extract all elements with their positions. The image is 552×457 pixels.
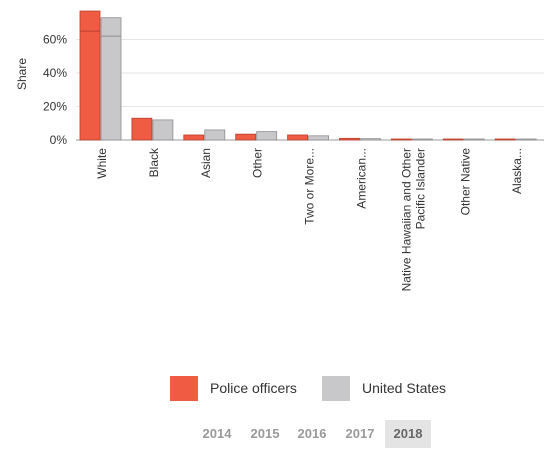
x-tick-label-line: Other bbox=[251, 148, 265, 178]
y-tick-label: 20% bbox=[43, 100, 67, 114]
bar-police-officers-6[interactable] bbox=[390, 138, 412, 141]
x-tick-label-line: Two or More... bbox=[303, 148, 317, 225]
year-button-2017[interactable]: 2017 bbox=[345, 426, 375, 441]
year-button-2014[interactable]: 2014 bbox=[202, 426, 232, 441]
x-tick-label: Other bbox=[251, 148, 265, 178]
bar-police-officers-5[interactable] bbox=[339, 137, 360, 141]
legend-label-police-officers: Police officers bbox=[210, 380, 297, 396]
x-tick-label-line: Alaska... bbox=[510, 148, 524, 194]
bar-united-states-0[interactable] bbox=[100, 17, 122, 141]
y-tick-label: 0% bbox=[50, 133, 68, 147]
x-tick-label: American... bbox=[355, 148, 369, 209]
y-tick-label: 40% bbox=[43, 66, 67, 80]
year-button-2015[interactable]: 2015 bbox=[250, 426, 280, 441]
x-tick-label-line: Black bbox=[147, 147, 161, 177]
x-tick-label-line: Asian bbox=[199, 148, 213, 178]
bar-police-officers-0[interactable] bbox=[79, 10, 101, 141]
x-tick-label: White bbox=[95, 148, 109, 179]
bar-police-officers-3[interactable] bbox=[235, 133, 257, 141]
y-tick-label: 60% bbox=[43, 33, 67, 47]
x-tick-label: Two or More... bbox=[303, 148, 317, 225]
x-tick-label: Alaska... bbox=[510, 148, 524, 194]
x-tick-label-line: Other Native bbox=[458, 148, 472, 216]
x-tick-label: Native Hawaiian and OtherPacific Islande… bbox=[399, 148, 427, 291]
bar-police-officers-8[interactable] bbox=[494, 138, 516, 141]
bar-united-states-4[interactable] bbox=[308, 135, 330, 141]
x-tick-label: Black bbox=[147, 147, 161, 177]
x-tick-label: Other Native bbox=[458, 148, 472, 216]
legend-label-united-states: United States bbox=[362, 380, 447, 396]
bar-police-officers-2[interactable] bbox=[183, 134, 205, 141]
legend-swatch-united-states bbox=[322, 376, 350, 401]
bar-united-states-3[interactable] bbox=[256, 131, 278, 141]
legend: Police officers United States bbox=[0, 373, 552, 403]
bar-united-states-5[interactable] bbox=[360, 138, 381, 141]
bar-united-states-1[interactable] bbox=[152, 119, 174, 141]
year-button-2016[interactable]: 2016 bbox=[297, 426, 327, 441]
year-button-2018[interactable]: 2018 bbox=[385, 420, 431, 448]
x-tick-label-line: Native Hawaiian and Other bbox=[399, 148, 413, 291]
chart-svg: 0% 20% 40% 60% Share White Black Asian Other Two … bbox=[15, 10, 544, 291]
bar-united-states-6[interactable] bbox=[411, 138, 433, 141]
x-tick-label-line: Pacific Islander bbox=[413, 148, 427, 229]
legend-swatch-police-officers bbox=[170, 376, 198, 401]
bar-united-states-7[interactable] bbox=[463, 138, 485, 141]
x-tick-label: Asian bbox=[199, 148, 213, 178]
x-tick-label-line: White bbox=[95, 148, 109, 179]
bar-united-states-2[interactable] bbox=[204, 129, 226, 141]
bar-united-states-8[interactable] bbox=[515, 138, 537, 141]
bar-police-officers-1[interactable] bbox=[131, 117, 153, 141]
x-tick-label-line: American... bbox=[355, 148, 369, 209]
bar-police-officers-4[interactable] bbox=[287, 134, 309, 141]
y-axis-label: Share bbox=[15, 58, 29, 90]
year-selector: 2014 2015 2016 2017 2018 bbox=[0, 420, 552, 448]
chart: 0% 20% 40% 60% Share White Black Asian Other Two … bbox=[15, 10, 544, 291]
bar-police-officers-7[interactable] bbox=[442, 138, 464, 141]
